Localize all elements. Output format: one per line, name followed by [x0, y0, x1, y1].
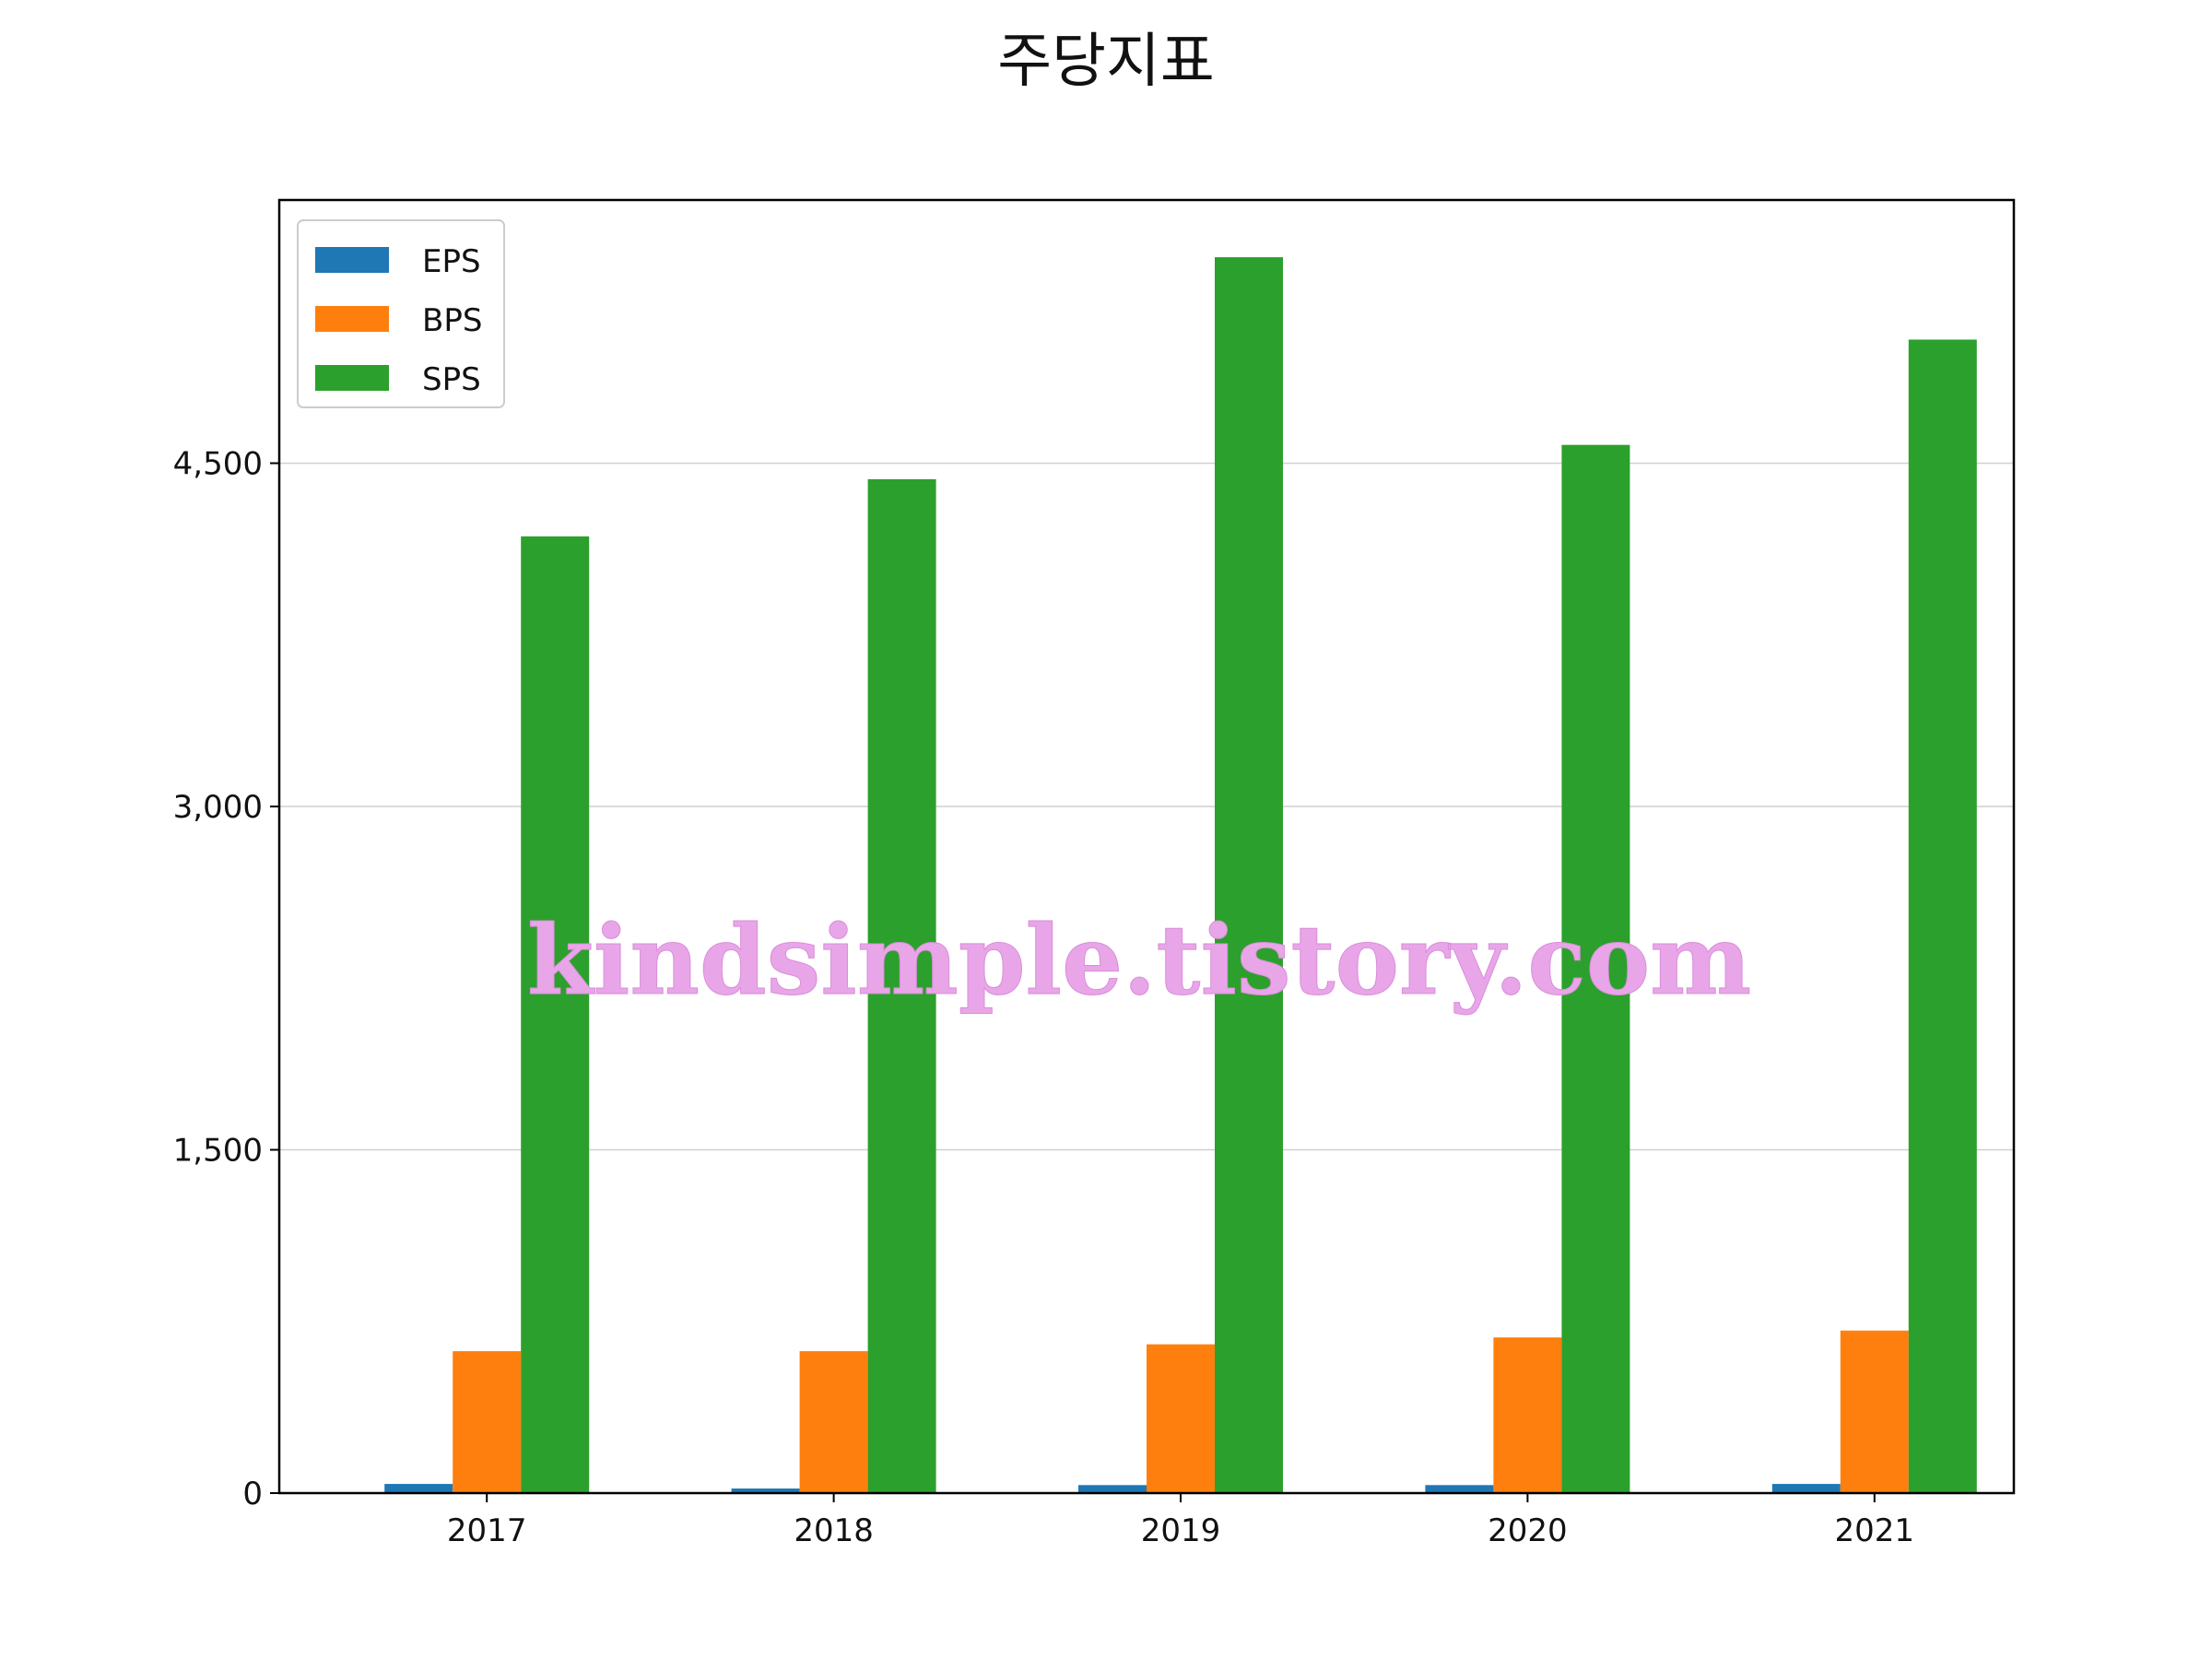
- bar-sps-2018: [867, 478, 936, 1493]
- legend-label-bps: BPS: [422, 302, 482, 339]
- y-tick-label: 0: [242, 1476, 263, 1512]
- x-tick-label-2020: 2020: [1488, 1512, 1568, 1549]
- bar-bps-2017: [453, 1351, 522, 1493]
- legend-swatch-bps: [315, 306, 389, 332]
- bar-sps-2019: [1215, 257, 1283, 1494]
- legend: EPS BPS SPS: [297, 219, 505, 408]
- bar-bps-2018: [799, 1351, 868, 1493]
- bar-bps-2021: [1840, 1330, 1909, 1493]
- bar-sps-2017: [521, 536, 590, 1493]
- bar-eps-2021: [1771, 1484, 1841, 1493]
- legend-label-eps: EPS: [422, 243, 481, 280]
- legend-swatch-eps: [315, 247, 389, 273]
- y-tick-label: 4,500: [173, 446, 263, 483]
- x-tick-label-2017: 2017: [447, 1512, 527, 1549]
- x-tick-label-2019: 2019: [1141, 1512, 1221, 1549]
- y-tick-label: 1,500: [173, 1133, 263, 1170]
- bar-eps-2018: [731, 1488, 800, 1493]
- chart-title: 주당지표: [997, 28, 1215, 96]
- watermark-text: kindsimple.tistory.com: [527, 903, 1751, 1017]
- legend-swatch-sps: [315, 365, 389, 391]
- x-tick-label-2018: 2018: [794, 1512, 874, 1549]
- bar-sps-2021: [1908, 339, 1977, 1493]
- plot-area: 2017 2018 2019 2020 2021 0 1,500 3,000 4,500: [173, 198, 2016, 1549]
- bar-eps-2019: [1078, 1485, 1147, 1493]
- bar-sps-2020: [1561, 444, 1630, 1493]
- bar-eps-2020: [1425, 1485, 1494, 1493]
- x-tick-label-2021: 2021: [1835, 1512, 1915, 1549]
- bar-bps-2020: [1493, 1337, 1562, 1493]
- axes-frame: [277, 198, 2016, 1495]
- bar-bps-2019: [1147, 1344, 1215, 1493]
- y-tick-label: 3,000: [173, 789, 263, 826]
- bar-eps-2017: [384, 1484, 453, 1493]
- legend-label-sps: SPS: [422, 361, 481, 398]
